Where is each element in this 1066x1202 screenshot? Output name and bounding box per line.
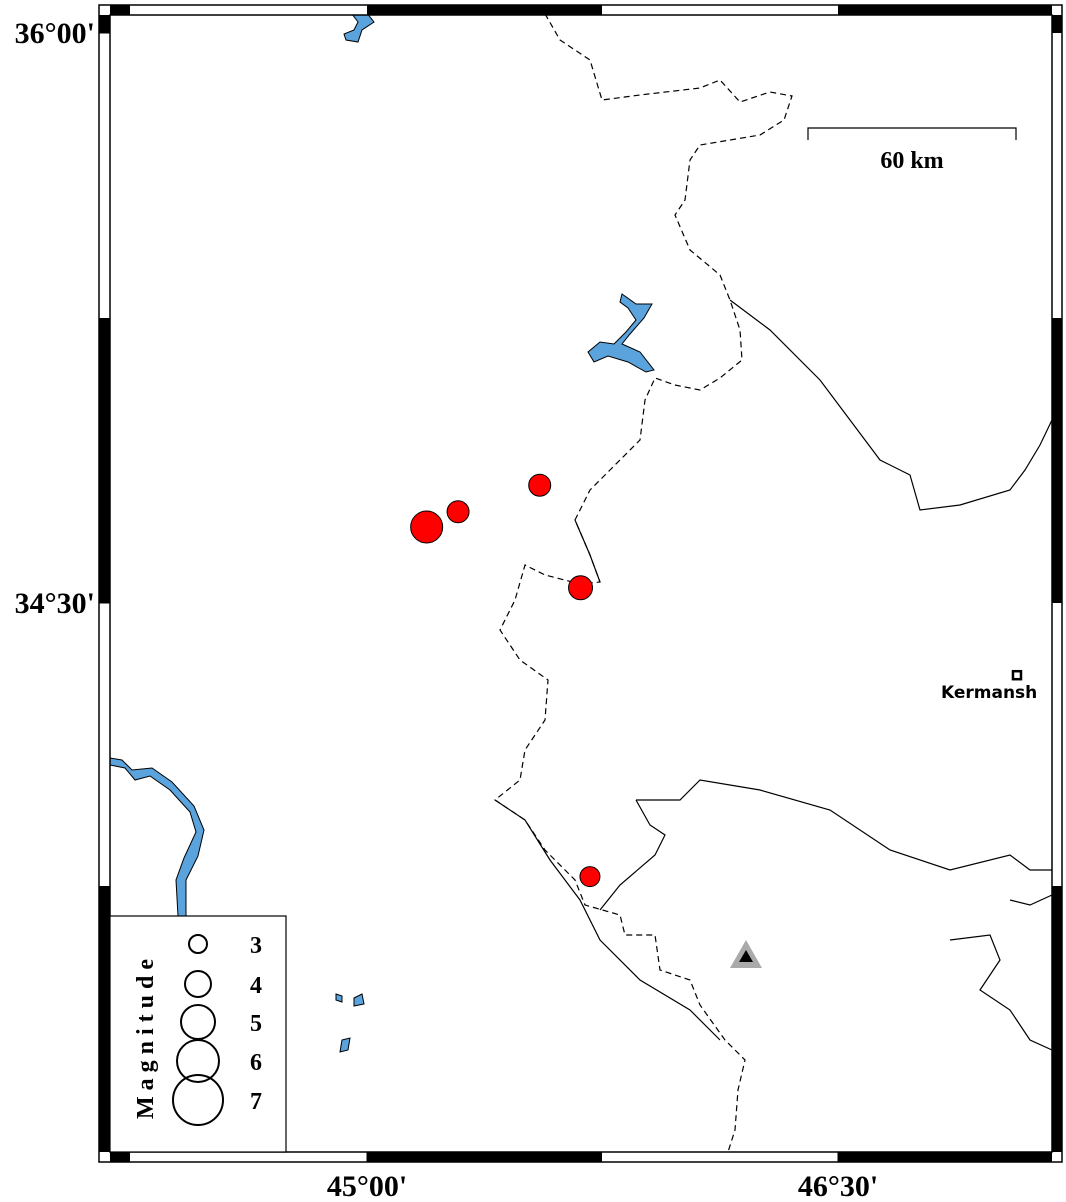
- legend-label: 3: [250, 933, 262, 959]
- legend-label: 4: [250, 973, 262, 999]
- legend-label: 7: [250, 1089, 262, 1115]
- city-label: Kermansh: [941, 683, 1037, 703]
- scale-label: 60 km: [880, 148, 943, 174]
- station-marker: [739, 950, 753, 962]
- legend: Magnitude 3 4 5 6 7: [109, 915, 287, 1153]
- scale-bar: 60 km: [807, 127, 1017, 174]
- lake: [335, 993, 365, 1053]
- border: [493, 15, 793, 1152]
- legend-label: 6: [250, 1050, 262, 1076]
- city-marker: [1011, 669, 1023, 681]
- earthquake: [568, 575, 594, 601]
- station: [730, 940, 762, 968]
- legend-label: 5: [250, 1011, 262, 1037]
- city: Kermansh: [941, 669, 1037, 703]
- earthquake: [579, 866, 601, 888]
- events: [410, 473, 601, 888]
- frame: [98, 4, 1063, 1163]
- earthquake: [446, 500, 470, 524]
- earthquake: [528, 473, 552, 497]
- legend-circle: [176, 1039, 220, 1083]
- border: [494, 299, 1052, 1041]
- border: [949, 894, 1052, 1051]
- geography: [110, 15, 1052, 1152]
- legend-circle: [188, 934, 208, 954]
- legend-circle: [184, 970, 212, 998]
- lon-tick-label: 45°00': [327, 1170, 407, 1202]
- lat-tick-label: 36°00': [15, 17, 95, 50]
- lat-tick-label: 34°30': [15, 587, 95, 620]
- border: [599, 779, 1052, 911]
- legend-title: Magnitude: [133, 953, 159, 1119]
- legend-circle: [172, 1074, 224, 1126]
- lon-tick-label: 46°30': [798, 1170, 878, 1202]
- lake: [343, 15, 375, 43]
- lake: [587, 293, 655, 373]
- earthquake: [410, 510, 444, 544]
